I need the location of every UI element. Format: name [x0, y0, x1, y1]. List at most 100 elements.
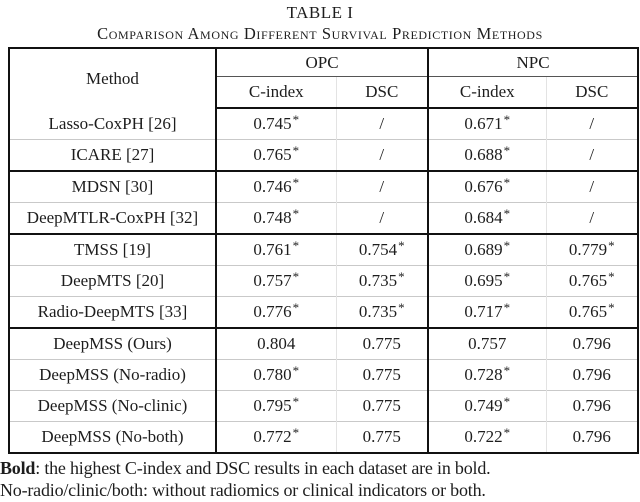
npc-group-header: NPC — [428, 48, 639, 77]
table-row: DeepMTLR-CoxPH [32] 0.748* / 0.684* / — [9, 202, 639, 234]
value-cell: 0.735* — [336, 265, 430, 297]
value-cell: / — [336, 202, 430, 234]
method-cell: DeepMSS (Ours) — [9, 327, 217, 360]
metric-value: 0.779 — [568, 240, 608, 259]
value-cell: 0.761* — [216, 233, 337, 266]
metric-value: 0.765 — [568, 271, 608, 290]
footnote-bold-definition: Bold: the highest C-index and DSC result… — [0, 458, 640, 480]
metric-value: 0.735 — [358, 302, 398, 321]
table-row: DeepMTS [20] 0.757* 0.735* 0.695* 0.765* — [9, 265, 639, 297]
value-cell: 0.775 — [336, 421, 430, 453]
metric-value: 0.684 — [464, 208, 503, 227]
footnote-text: : the highest C-index and DSC results in… — [35, 458, 491, 478]
metric-value: / — [379, 145, 385, 164]
value-cell: / — [336, 108, 430, 140]
metric-value: 0.757 — [253, 271, 292, 290]
metric-value: 0.748 — [253, 208, 292, 227]
metric-value: 0.804 — [257, 334, 296, 353]
value-cell: / — [546, 108, 638, 140]
metric-value: 0.775 — [362, 334, 401, 353]
value-cell: 0.775 — [336, 327, 430, 360]
value-cell: 0.749* — [428, 390, 547, 422]
metric-value: 0.775 — [362, 427, 401, 446]
footnote-abbrev-definition: No-radio/clinic/both: without radiomics … — [0, 479, 486, 500]
metric-value: 0.780 — [253, 365, 292, 384]
metric-value: 0.795 — [253, 396, 292, 415]
table-row: TMSS [19] 0.761* 0.754* 0.689* 0.779* — [9, 233, 639, 266]
metric-value: 0.776 — [253, 302, 292, 321]
value-cell: 0.779* — [546, 233, 639, 266]
table-row: ICARE [27] 0.765* / 0.688* / — [9, 139, 639, 171]
method-cell: MDSN [30] — [9, 170, 217, 203]
value-cell: 0.780* — [216, 359, 337, 391]
value-cell: 0.772* — [216, 421, 337, 453]
value-cell: / — [336, 170, 430, 203]
value-cell: 0.676* — [428, 170, 547, 203]
method-cell: Lasso-CoxPH [26] — [9, 108, 217, 140]
value-cell: / — [336, 139, 430, 171]
metric-value: 0.717 — [464, 302, 503, 321]
value-cell: 0.776* — [216, 296, 337, 328]
metric-value: 0.775 — [362, 396, 401, 415]
value-cell: 0.765* — [546, 265, 639, 297]
value-cell: 0.796 — [546, 359, 639, 391]
metric-value: 0.746 — [253, 177, 292, 196]
value-cell: / — [546, 202, 639, 234]
value-cell: 0.796 — [546, 390, 639, 422]
value-cell: 0.795* — [216, 390, 337, 422]
group-header-row: Method OPC NPC — [9, 48, 639, 108]
value-cell: 0.745* — [216, 108, 337, 140]
comparison-table: Method OPC NPC C-index DSC C-index DSC L… — [8, 47, 640, 454]
metric-value: 0.765 — [253, 145, 292, 164]
value-cell: 0.728* — [428, 359, 547, 391]
metric-value: 0.796 — [572, 365, 611, 384]
metric-value: 0.749 — [464, 396, 503, 415]
value-cell: 0.796 — [546, 421, 639, 453]
metric-value: 0.671 — [464, 114, 503, 133]
metric-value: / — [589, 208, 595, 227]
metric-value: 0.796 — [572, 427, 611, 446]
metric-value: / — [589, 145, 595, 164]
metric-value: 0.695 — [464, 271, 503, 290]
metric-value: 0.688 — [464, 145, 503, 164]
value-cell: 0.804 — [216, 327, 337, 360]
opc-cindex-header: C-index — [216, 76, 337, 109]
metric-value: 0.689 — [464, 240, 503, 259]
value-cell: 0.765* — [216, 139, 337, 171]
table-footnotes: Bold: the highest C-index and DSC result… — [0, 458, 640, 501]
metric-value: 0.728 — [464, 365, 503, 384]
metric-value: 0.775 — [362, 365, 401, 384]
value-cell: 0.757 — [428, 327, 547, 360]
method-cell: Radio-DeepMTS [33] — [9, 296, 217, 328]
metric-value: 0.761 — [253, 240, 292, 259]
metric-value: 0.765 — [568, 302, 608, 321]
value-cell: 0.722* — [428, 421, 547, 453]
value-cell: 0.775 — [336, 390, 430, 422]
value-cell: 0.684* — [428, 202, 547, 234]
metric-value: / — [379, 177, 385, 196]
value-cell: 0.735* — [336, 296, 430, 328]
metric-value: 0.796 — [572, 334, 611, 353]
method-column-header: Method — [9, 48, 217, 108]
opc-group-header: OPC — [216, 48, 430, 77]
value-cell: 0.796 — [546, 327, 639, 360]
metric-value: 0.796 — [572, 396, 611, 415]
metric-value: 0.735 — [358, 271, 398, 290]
method-cell: DeepMTLR-CoxPH [32] — [9, 202, 217, 234]
value-cell: 0.765* — [546, 296, 639, 328]
method-cell: ICARE [27] — [9, 139, 217, 171]
table-row: Lasso-CoxPH [26] 0.745* / 0.671* / — [9, 108, 638, 140]
method-cell: DeepMSS (No-clinic) — [9, 390, 217, 422]
metric-value: / — [379, 208, 385, 227]
metric-value: / — [589, 114, 595, 133]
value-cell: / — [546, 139, 639, 171]
sub-header-row: C-index DSC C-index DSC — [9, 76, 639, 109]
table-row: DeepMSS (No-both) 0.772* 0.775 0.722* 0.796 — [9, 421, 639, 453]
footnote-term: Bold — [0, 458, 36, 478]
value-cell: 0.717* — [428, 296, 547, 328]
metric-value: 0.722 — [464, 427, 503, 446]
value-cell: 0.757* — [216, 265, 337, 297]
value-cell: 0.775 — [336, 359, 430, 391]
value-cell: / — [546, 170, 639, 203]
